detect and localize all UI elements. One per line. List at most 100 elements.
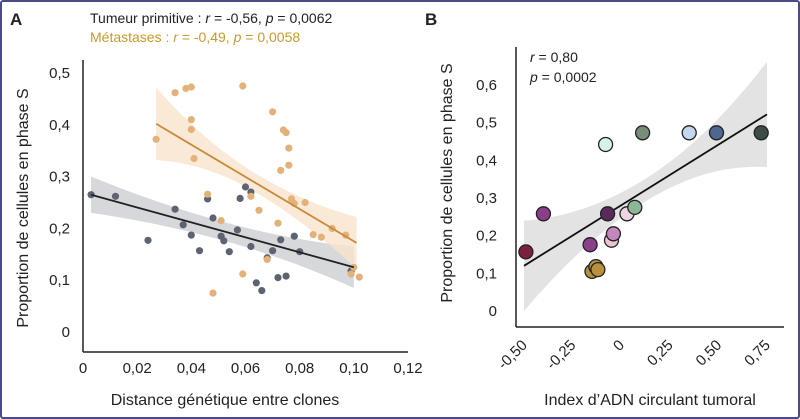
panel-b-point-9 (605, 226, 622, 242)
panel-b-letter: B (425, 10, 437, 29)
panel-b: B r = 0,80 p = 0,0002 0 0,1 0,2 0,3 0,4 0,5 0,… (425, 10, 784, 409)
panel-a-point-s1-24 (301, 198, 309, 207)
panel-b-y-ticks: 0 0,1 0,2 0,3 0,4 0,5 0,6 (476, 77, 497, 320)
panel-a-point-s1-31 (355, 273, 363, 281)
panel-b-annotation-p: p = 0,0002 (529, 69, 597, 85)
panel-a-y-tick-label: 0,2 (49, 220, 70, 237)
panel-b-point-6 (597, 136, 614, 153)
panel-a-point-s0-13 (236, 194, 244, 202)
panel-a-point-s0-10 (220, 237, 228, 245)
panel-a-fit-line-0 (90, 193, 355, 269)
panel-a-point-s1-1 (171, 89, 179, 97)
panel-a-point-s1-29 (347, 270, 355, 278)
panel-a-point-s1-15 (269, 108, 277, 116)
panel-b-x-label: Index d’ADN circulant tumoral (544, 392, 756, 409)
panel-b-point-13 (681, 125, 697, 141)
panel-a-point-s1-2 (182, 84, 190, 93)
panel-a-points (87, 82, 363, 297)
panel-a: A Tumeur primitive : r = -0,56, p = 0,00… (10, 10, 423, 409)
panel-b-x-tick-label: 0 (610, 337, 628, 355)
panel-a-point-s1-26 (317, 233, 325, 241)
panel-b-points (518, 125, 769, 280)
panel-a-point-s0-22 (277, 236, 285, 244)
panel-a-point-s0-20 (269, 247, 277, 255)
panel-a-point-s1-20 (285, 144, 293, 152)
panel-a-y-tick-label: 0 (62, 324, 70, 341)
panel-b-point-15 (753, 125, 769, 141)
panel-a-point-s1-16 (274, 219, 282, 227)
panel-b-y-tick-label: 0,3 (476, 190, 497, 207)
panel-a-y-tick-label: 0,5 (49, 65, 70, 82)
panel-a-annotation-metastases: Métastases : r = -0,49, p = 0,0058 (90, 29, 300, 45)
panel-b-x-tick-label: -0,50 (495, 337, 531, 373)
panel-a-point-s0-5 (187, 231, 195, 239)
panel-b-y-tick-label: 0,2 (476, 228, 497, 245)
panel-a-x-label: Distance génétique entre clones (111, 392, 340, 409)
panel-b-x-tick-label: 0,25 (644, 337, 677, 370)
panel-a-x-tick-label: 0,10 (339, 360, 368, 377)
panel-a-point-s0-8 (209, 214, 217, 222)
panel-b-point-1 (535, 206, 552, 222)
panel-a-y-tick-label: 0,3 (49, 169, 70, 186)
panel-b-x-tick-label: -0,25 (543, 337, 579, 373)
panel-a-y-tick-label: 0,1 (49, 272, 70, 289)
panel-b-annotation-r: r = 0,80 (530, 49, 578, 65)
panel-b-point-14 (708, 125, 725, 141)
panel-a-point-s0-23 (282, 272, 290, 280)
panel-b-point-11 (627, 199, 643, 216)
panel-a-point-s1-11 (239, 270, 247, 278)
panel-a-point-s0-11 (225, 248, 233, 256)
panel-a-x-tick-label: 0,06 (231, 360, 260, 377)
panel-b-y-tick-label: 0,5 (476, 115, 497, 132)
panel-a-point-s0-21 (274, 274, 282, 282)
panel-a-point-s1-17 (277, 166, 285, 174)
panel-a-point-s0-17 (252, 279, 260, 287)
panel-a-point-s1-5 (187, 125, 195, 134)
panel-a-point-s0-2 (144, 236, 152, 244)
panel-a-point-s0-12 (233, 226, 241, 234)
panel-a-point-s1-7 (204, 190, 212, 198)
panel-a-fit-lines (90, 122, 358, 269)
panel-a-x-ticks: 0 0,02 0,04 0,06 0,08 0,10 0,12 (79, 360, 423, 377)
panel-a-point-s1-0 (152, 135, 160, 143)
panel-a-point-s0-6 (195, 247, 204, 255)
panel-a-point-s0-18 (258, 287, 266, 295)
panel-a-point-s1-9 (217, 217, 225, 225)
panel-b-point-5 (590, 261, 606, 278)
panel-b-point-2 (582, 237, 598, 253)
panel-a-point-s1-13 (255, 206, 263, 214)
panel-a-fit-line-1 (155, 122, 358, 244)
panel-a-point-s0-3 (171, 205, 179, 213)
panel-a-x-tick-label: 0,12 (393, 360, 422, 377)
panel-b-y-label: Proportion de cellules en phase S (439, 63, 456, 302)
panel-a-point-s1-25 (309, 231, 317, 239)
panel-b-point-12 (634, 125, 651, 141)
panel-a-point-s0-16 (247, 242, 255, 251)
panel-a-point-s0-0 (87, 191, 95, 199)
panel-b-x-tick-label: 0,75 (741, 337, 774, 370)
panel-a-point-s1-14 (263, 255, 271, 264)
panel-a-point-s0-24 (290, 232, 298, 240)
panel-a-point-s1-12 (247, 192, 255, 200)
panel-b-ci-band (524, 61, 767, 311)
panel-a-x-tick-label: 0,08 (285, 360, 314, 377)
panel-a-x-tick-label: 0,04 (177, 360, 206, 377)
panel-b-y-tick-label: 0,1 (476, 265, 497, 282)
panel-a-point-s1-21 (285, 161, 293, 169)
panel-a-letter: A (10, 10, 22, 29)
panel-a-point-s0-4 (179, 221, 187, 229)
panel-a-y-label: Proportion de cellules en phase S (15, 88, 32, 327)
panel-b-confidence-band (524, 61, 767, 311)
panel-a-point-s1-6 (190, 154, 198, 163)
panel-b-x-ticks: -0,50 -0,25 0 0,25 0,50 0,75 (495, 337, 774, 373)
panel-a-annotation-primary: Tumeur primitive : r = -0,56, p = 0,0062 (90, 10, 333, 26)
panel-b-x-tick-label: 0,50 (693, 337, 726, 370)
panel-b-point-7 (599, 206, 616, 222)
panel-a-point-s1-3 (187, 83, 195, 91)
panel-a-x-tick-label: 0 (79, 360, 87, 377)
panel-a-point-s1-4 (187, 116, 195, 124)
panel-a-point-s0-1 (111, 192, 120, 200)
panel-b-y-tick-label: 0,6 (476, 77, 497, 94)
panel-a-y-ticks: 0 0,1 0,2 0,3 0,4 0,5 (49, 65, 70, 341)
